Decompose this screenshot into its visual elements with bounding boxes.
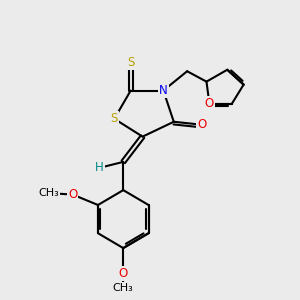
Text: S: S <box>127 56 134 69</box>
Text: O: O <box>68 188 77 201</box>
Text: CH₃: CH₃ <box>39 188 59 198</box>
Text: H: H <box>95 161 104 174</box>
Text: O: O <box>205 98 214 110</box>
Text: O: O <box>197 118 207 131</box>
Text: N: N <box>159 84 168 97</box>
Text: CH₃: CH₃ <box>113 283 134 293</box>
Text: O: O <box>118 267 128 280</box>
Text: S: S <box>111 112 118 125</box>
